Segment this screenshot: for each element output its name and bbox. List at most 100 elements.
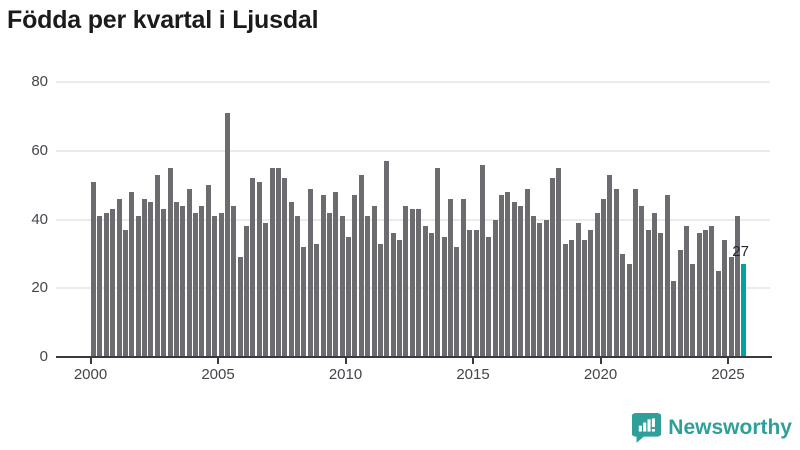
bar	[581, 240, 587, 357]
bar	[703, 229, 709, 357]
bar	[397, 240, 403, 357]
chart-title: Födda per kvartal i Ljusdal	[7, 6, 319, 34]
bar	[709, 226, 715, 357]
bar	[722, 240, 728, 357]
bar	[320, 195, 326, 357]
bar	[448, 198, 454, 357]
bar	[97, 216, 103, 357]
bar	[365, 216, 371, 357]
bar	[346, 236, 352, 357]
bar	[588, 229, 594, 357]
bar	[390, 233, 396, 357]
bar	[518, 205, 524, 357]
gridline	[56, 81, 770, 83]
bar	[626, 264, 632, 357]
x-axis-tick	[89, 358, 92, 364]
bar	[645, 229, 651, 357]
x-axis-tick	[344, 358, 347, 364]
bar	[492, 219, 498, 357]
bar	[632, 188, 638, 357]
bar	[384, 161, 390, 357]
bar	[307, 188, 313, 357]
bar	[275, 167, 281, 357]
bar	[154, 174, 160, 357]
bar	[620, 253, 626, 357]
bar	[301, 247, 307, 357]
bar	[677, 250, 683, 357]
bar	[575, 222, 581, 357]
bar	[505, 192, 511, 357]
bar	[479, 164, 485, 357]
bar	[441, 236, 447, 357]
bar	[333, 192, 339, 357]
bar	[142, 198, 148, 357]
bar	[110, 209, 116, 357]
bar	[486, 236, 492, 357]
bar	[314, 243, 320, 357]
bar	[199, 205, 205, 357]
bar	[607, 174, 613, 357]
bar	[167, 167, 173, 357]
bar	[473, 229, 479, 357]
bar	[161, 209, 167, 357]
bar	[212, 216, 218, 357]
bar	[601, 198, 607, 357]
bar	[186, 188, 192, 357]
bar	[524, 188, 530, 357]
bar	[428, 233, 434, 357]
bar	[530, 216, 536, 357]
y-axis-tick-label: 80	[31, 73, 48, 90]
bar	[237, 257, 243, 357]
bar	[454, 247, 460, 357]
bar	[403, 205, 409, 357]
bar	[282, 178, 288, 357]
bar	[288, 202, 294, 357]
newsworthy-logo[interactable]: Newsworthy	[632, 412, 792, 443]
x-axis-line	[56, 355, 772, 358]
bar	[148, 202, 154, 357]
bar	[122, 229, 128, 357]
bar	[652, 212, 658, 357]
x-axis-tick	[472, 358, 474, 364]
x-axis-tick	[727, 358, 729, 364]
bar	[671, 281, 677, 357]
bar	[339, 216, 345, 357]
bar	[269, 167, 275, 357]
bar	[613, 188, 619, 357]
bar	[460, 198, 466, 357]
bar	[129, 192, 135, 357]
bar	[103, 212, 109, 357]
bar	[562, 243, 568, 357]
highlighted-bar	[741, 264, 747, 357]
last-value-annotation: 27	[732, 243, 749, 261]
bar-series	[56, 82, 770, 357]
bar-chart-speech-bubble-icon	[632, 412, 662, 443]
gridline	[56, 149, 770, 152]
bar	[664, 195, 670, 357]
bar	[683, 226, 689, 357]
bar	[193, 212, 199, 357]
bar	[715, 271, 721, 357]
x-axis-tick-label: 2010	[328, 366, 363, 383]
bar	[543, 219, 549, 357]
bar	[537, 222, 543, 357]
bar	[511, 202, 517, 357]
bar	[734, 216, 740, 357]
y-axis-tick-label: 60	[31, 141, 48, 159]
bar	[295, 216, 301, 357]
bar	[690, 264, 696, 357]
x-axis-tick-label: 2020	[583, 366, 618, 383]
bar	[594, 212, 600, 357]
bar	[250, 178, 256, 357]
bar	[173, 202, 179, 357]
bar	[422, 226, 428, 357]
bar	[658, 233, 664, 357]
y-axis-tick-label: 0	[39, 348, 48, 365]
x-axis-tick	[217, 358, 219, 364]
bar	[358, 174, 364, 357]
bar	[499, 195, 505, 357]
bar	[263, 222, 269, 357]
bar	[135, 216, 141, 357]
